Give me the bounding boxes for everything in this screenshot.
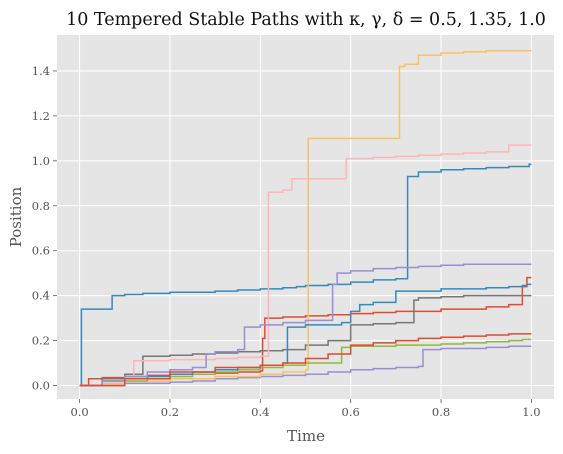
series-line-4 [79,294,532,387]
series-line-7 [79,144,532,387]
x-tick-label: 0.2 [161,405,179,419]
y-tick-label: 1.0 [32,154,50,168]
x-tick-label: 0.8 [432,405,450,419]
x-tick-label: 0.0 [70,405,88,419]
x-tick-label: 0.4 [251,405,269,419]
series-line-3 [79,345,532,387]
y-tick-label: 1.2 [32,109,50,123]
x-tick-label: 0.6 [342,405,360,419]
plot-area [57,35,554,399]
series-line-1 [79,163,532,387]
x-tick-label: 1.0 [522,405,540,419]
series-line-5 [79,49,532,387]
grid [57,35,554,399]
y-tick-label: 0.6 [32,244,50,258]
chart-title: 10 Tempered Stable Paths with κ, γ, δ = … [66,10,546,30]
y-axis-label: Position [7,186,25,247]
ticks: 0.0 0.2 0.4 0.6 0.8 1.0 0.0 0.2 0.4 0.6 0.8 1.0 1.2 1… [32,64,541,419]
y-tick-label: 0.4 [32,289,50,303]
series-line-10 [79,333,532,387]
y-tick-label: 0.2 [32,334,50,348]
series-group [79,49,532,387]
y-tick-label: 0.0 [32,379,50,393]
x-axis-label: Time [287,427,325,445]
y-tick-label: 1.4 [32,64,50,78]
y-tick-label: 0.8 [32,199,50,213]
